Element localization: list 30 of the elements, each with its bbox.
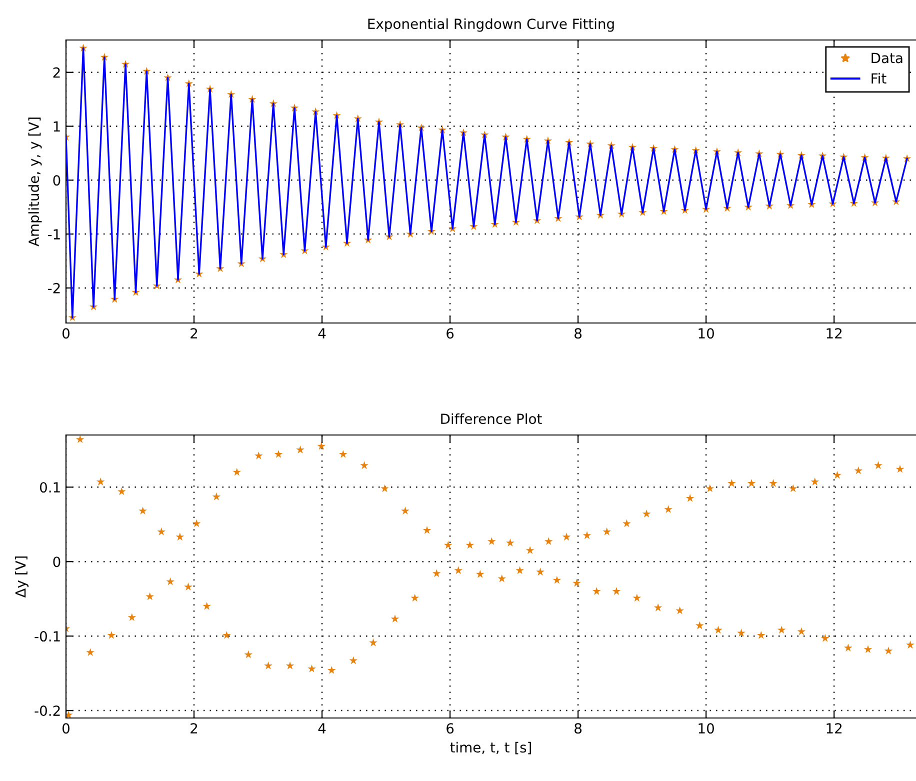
x-tick-label: 4 [318,328,326,338]
legend-label: Fit [872,72,886,84]
x-tick-label: 2 [190,723,198,734]
x-tick-label: 10 [698,723,714,734]
y-tick-label: 0 [53,556,60,568]
x-tick-label: 6 [446,723,454,734]
x-tick-label: 10 [698,328,714,339]
y-tick-label: -1 [48,229,60,240]
x-tick-label: 0 [62,328,70,339]
y-tick-label: 2 [53,67,60,78]
y-tick-label: -2 [48,282,60,294]
y-tick-label: -0.1 [34,631,60,642]
x-tick-label: 4 [318,723,326,734]
legend-label: Data [872,52,902,64]
x-tick-label: 6 [446,328,454,339]
chart-title: Exponential Ringdown Curve Fitting [368,18,614,32]
x-tick-label: 8 [574,328,582,339]
x-tick-label: 2 [190,328,198,338]
y-axis-title: Amplitude, y, y [V] [28,118,42,246]
x-tick-label: 0 [62,723,70,734]
y-tick-label: 1 [54,121,60,132]
y-tick-label: -0.2 [34,706,60,716]
x-tick-label: 8 [574,723,582,734]
y-tick-label: 0.1 [40,482,60,493]
x-axis-title: time, t, t [s] [450,742,532,754]
y-tick-label: 0 [53,175,60,186]
x-tick-label: 12 [826,328,842,338]
y-axis-title: Δy [V] [15,556,28,598]
x-tick-label: 12 [826,723,842,734]
chart-title: Difference Plot [441,413,542,424]
